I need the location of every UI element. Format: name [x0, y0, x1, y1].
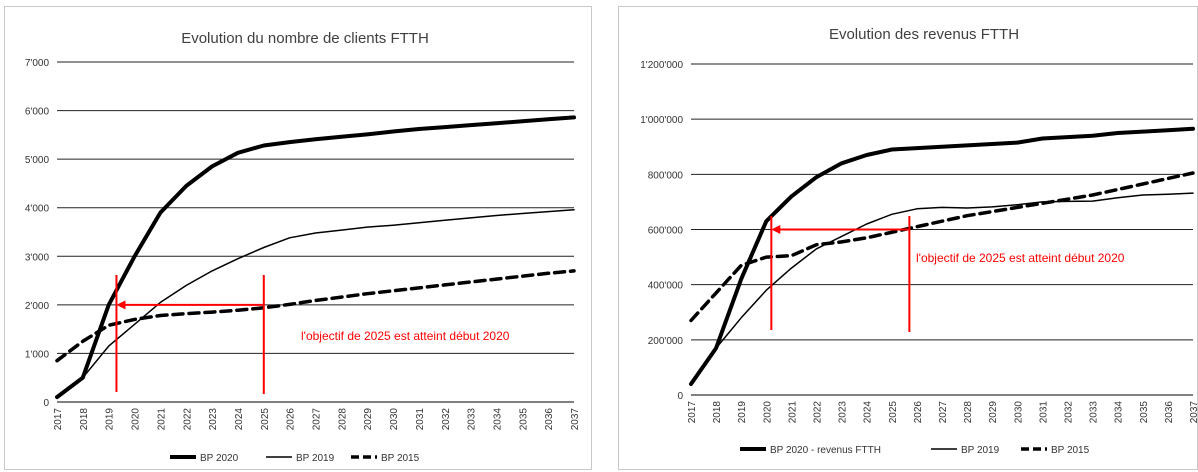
clients-y-tick-label: 3'000 [25, 252, 50, 263]
clients-x-tick-label: 2037 [570, 408, 581, 431]
revenus-legend-label-3: BP 2015 [1051, 445, 1090, 456]
revenus-annotation-text: l'objectif de 2025 est atteint début 202… [916, 251, 1125, 265]
clients-x-tick-label: 2021 [156, 408, 167, 431]
revenus-y-tick-label: 1'000'000 [640, 115, 683, 126]
clients-x-tick-label: 2031 [415, 408, 426, 431]
revenus-legend-label-1: BP 2020 - revenus FTTH [770, 445, 881, 456]
revenus-x-tick-label: 2037 [1189, 401, 1198, 424]
clients-x-tick-label: 2027 [312, 408, 323, 431]
revenus-series-line-1 [689, 126, 1195, 386]
clients-y-tick-label: 1'000 [25, 349, 50, 360]
clients-y-tick-label: 7'000 [25, 58, 50, 69]
clients-x-tick-label: 2036 [544, 408, 555, 431]
revenus-y-tick-label: 200'000 [648, 336, 684, 347]
clients-title: Evolution du nombre de clients FTTH [181, 30, 429, 47]
clients-x-tick-label: 2035 [518, 408, 529, 431]
revenus-series-line-2 [690, 192, 1194, 385]
clients-annotation-text: l'objectif de 2025 est atteint début 202… [301, 329, 510, 343]
revenus-x-tick-label: 2019 [737, 401, 748, 424]
clients-x-tick-label: 2030 [389, 408, 400, 431]
revenus-x-tick-label: 2023 [838, 401, 849, 424]
clients-x-tick-label: 2034 [492, 408, 503, 431]
clients-y-tick-label: 6'000 [25, 107, 50, 118]
clients-y-tick-label: 2'000 [25, 301, 50, 312]
revenus-x-tick-label: 2021 [787, 401, 798, 424]
revenus-x-tick-label: 2028 [963, 401, 974, 424]
revenus-x-tick-label: 2018 [712, 401, 723, 424]
clients-y-tick-label: 4'000 [25, 204, 50, 215]
revenus-x-tick-label: 2025 [888, 401, 899, 424]
revenus-x-tick-label: 2033 [1089, 401, 1100, 424]
revenus-x-tick-label: 2027 [938, 401, 949, 424]
revenus-x-tick-label: 2030 [1013, 401, 1024, 424]
clients-x-tick-label: 2032 [441, 408, 452, 431]
clients-series-line-2 [56, 208, 575, 398]
revenus-x-tick-label: 2020 [762, 401, 773, 424]
revenus-legend-label-2: BP 2019 [961, 445, 1000, 456]
clients-x-tick-label: 2020 [131, 408, 142, 431]
clients-x-tick-label: 2026 [286, 408, 297, 431]
revenus-x-tick-label: 2024 [863, 401, 874, 424]
revenus-y-tick-label: 800'000 [648, 170, 684, 181]
chart-panel-clients: Evolution du nombre de clients FTTH 0 1'00… [4, 6, 592, 470]
clients-y-tick-label: 0 [43, 398, 49, 409]
revenus-x-tick-label: 2036 [1164, 401, 1175, 424]
revenus-x-tick-label: 2026 [913, 401, 924, 424]
revenus-y-tick-label: 0 [677, 391, 683, 402]
clients-x-tick-label: 2022 [182, 408, 193, 431]
revenus-y-tick-label: 600'000 [648, 226, 684, 237]
clients-x-tick-label: 2018 [79, 408, 90, 431]
revenus-x-tick-label: 2032 [1064, 401, 1075, 424]
clients-series-line-3 [55, 269, 576, 363]
clients-series-line-1 [55, 115, 576, 400]
revenus-title: Evolution des revenus FTTH [829, 26, 1019, 43]
clients-x-tick-label: 2019 [105, 408, 116, 431]
clients-legend-label-1: BP 2020 [200, 453, 239, 464]
chart-revenus-svg: Evolution des revenus FTTH 0 200'000 400'00… [640, 26, 1198, 456]
clients-x-tick-label: 2028 [337, 408, 348, 431]
revenus-series-line-3 [689, 171, 1195, 323]
chart-panel-revenus: Evolution des revenus FTTH 0 200'000 400'00… [618, 6, 1198, 470]
revenus-y-tick-label: 400'000 [648, 281, 684, 292]
clients-legend-label-3: BP 2015 [381, 453, 420, 464]
clients-annotation-arrow-head [116, 300, 126, 310]
clients-x-tick-label: 2033 [467, 408, 478, 431]
clients-y-tick-label: 5'000 [25, 155, 50, 166]
revenus-x-tick-label: 2034 [1114, 401, 1125, 424]
revenus-x-tick-label: 2031 [1038, 401, 1049, 424]
clients-x-tick-label: 2023 [208, 408, 219, 431]
clients-x-tick-label: 2024 [234, 408, 245, 431]
clients-x-tick-label: 2025 [260, 408, 271, 431]
chart-clients-svg: Evolution du nombre de clients FTTH 0 1'00… [25, 30, 581, 464]
clients-legend-label-2: BP 2019 [296, 453, 335, 464]
revenus-y-tick-label: 1'200'000 [640, 60, 683, 71]
revenus-annotation-arrow-head [771, 225, 781, 234]
revenus-x-tick-label: 2022 [813, 401, 824, 424]
clients-x-tick-label: 2029 [363, 408, 374, 431]
revenus-x-tick-label: 2029 [988, 401, 999, 424]
revenus-x-tick-label: 2035 [1139, 401, 1150, 424]
clients-x-tick-label: 2017 [53, 408, 64, 431]
revenus-x-tick-label: 2017 [687, 401, 698, 424]
